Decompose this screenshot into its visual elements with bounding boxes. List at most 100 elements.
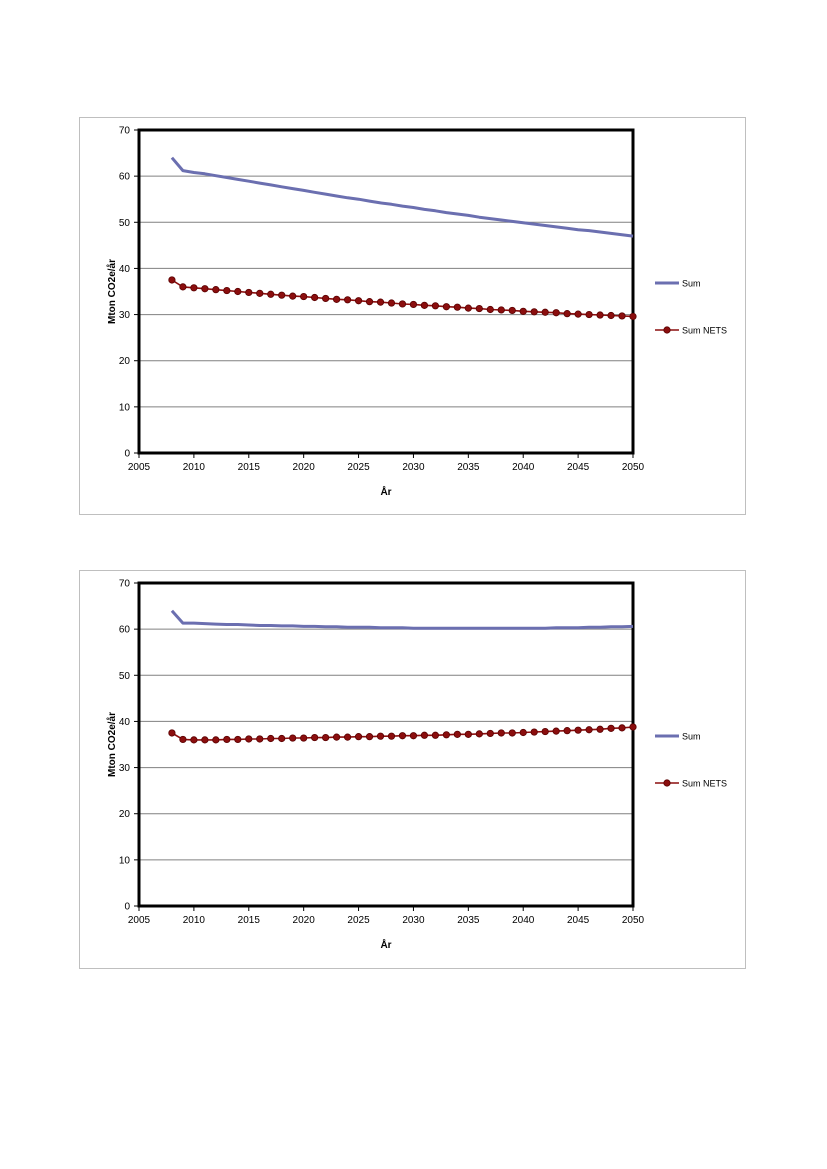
data-point [519,728,527,737]
data-point [574,310,582,318]
chart-2: 0 10 20 30 40 50 60 70 2005 2010 2015 2020 2025 2030 2… [79,570,746,969]
data-point [508,306,516,315]
data-point [486,729,494,738]
data-point [398,732,407,740]
data-point [190,736,198,744]
data-point [607,311,615,320]
data-point [563,727,571,735]
data-point [212,736,220,744]
data-point [343,296,352,304]
data-point [541,308,549,316]
data-point [409,300,418,309]
data-point [519,307,527,315]
x-tick-label: 2010 [183,915,206,926]
data-point [289,734,297,742]
x-tick-label: 2025 [347,915,370,926]
x-axis-title: År [380,485,391,498]
data-point [311,293,319,302]
data-point [365,298,374,306]
data-point [398,300,407,308]
data-point [497,729,505,737]
x-tick-label: 2035 [457,915,480,926]
x-tick-label: 2010 [183,462,206,473]
data-point [267,734,275,743]
data-point [420,731,429,739]
x-tick-label: 2015 [238,915,261,926]
data-point [190,284,198,292]
x-tick-label: 2035 [457,462,480,473]
chart-1: 0 10 20 30 40 50 60 70 2005 2010 2015 2020 2025 2030 2… [79,117,746,515]
legend-label: Sum [682,732,701,742]
x-tick-label: 2020 [293,462,316,473]
data-point [431,302,439,310]
data-point [420,301,429,309]
data-point [563,310,571,318]
plot-area [137,128,635,455]
x-tick-label: 2030 [402,462,425,473]
data-point [212,286,220,294]
data-point [442,303,450,311]
x-tick-label: 2030 [402,915,425,926]
y-tick-label: 60 [119,625,131,636]
data-point [201,285,209,293]
legend-label: Sum NETS [682,779,727,789]
y-tick-label: 60 [119,172,131,183]
data-point [245,288,253,297]
data-point [311,733,319,742]
data-point [453,730,461,738]
y-tick-label: 10 [119,855,131,866]
data-point [596,725,604,733]
legend-label: Sum [682,279,701,289]
series-line-sum-nets [171,279,634,318]
data-point [552,309,560,317]
data-point [574,726,582,734]
x-tick-label: 2050 [622,462,645,473]
data-point [354,733,363,741]
data-point [552,727,560,735]
data-point [289,292,297,300]
data-point [179,735,187,744]
plot-area [137,581,635,908]
y-tick-label: 70 [119,126,131,137]
data-point [234,735,242,744]
y-tick-label: 20 [119,809,131,820]
y-tick-label: 0 [124,902,130,913]
x-tick-label: 2015 [238,462,261,473]
y-axis-title: Mton CO2e/år [106,712,118,777]
data-point [486,305,494,314]
data-point [475,730,483,738]
data-point [464,730,472,738]
y-axis-title: Mton CO2e/år [106,259,118,324]
data-point [596,311,604,319]
y-tick-label: 30 [119,763,131,774]
data-point [322,733,330,742]
data-point [223,735,231,744]
data-point [585,310,593,319]
y-tick-label: 20 [119,356,131,367]
data-point [629,723,637,731]
data-point [376,732,385,740]
y-tick-label: 50 [119,671,131,682]
data-point [475,304,483,313]
series-line-sum [170,156,634,238]
data-point [387,299,396,307]
data-point [365,733,374,741]
data-point [256,735,264,743]
y-tick-label: 10 [119,402,131,413]
data-point [464,304,472,312]
data-point [256,289,264,297]
x-tick-label: 2005 [128,915,151,926]
data-point [267,290,275,298]
data-point [530,728,538,736]
y-tick-label: 70 [119,579,131,590]
x-tick-label: 2040 [512,462,535,473]
data-point [629,312,637,321]
data-point [453,303,461,311]
y-tick-label: 40 [119,717,131,728]
data-point [442,731,450,739]
x-tick-label: 2020 [293,915,316,926]
data-point [333,733,341,741]
data-point [607,724,615,732]
